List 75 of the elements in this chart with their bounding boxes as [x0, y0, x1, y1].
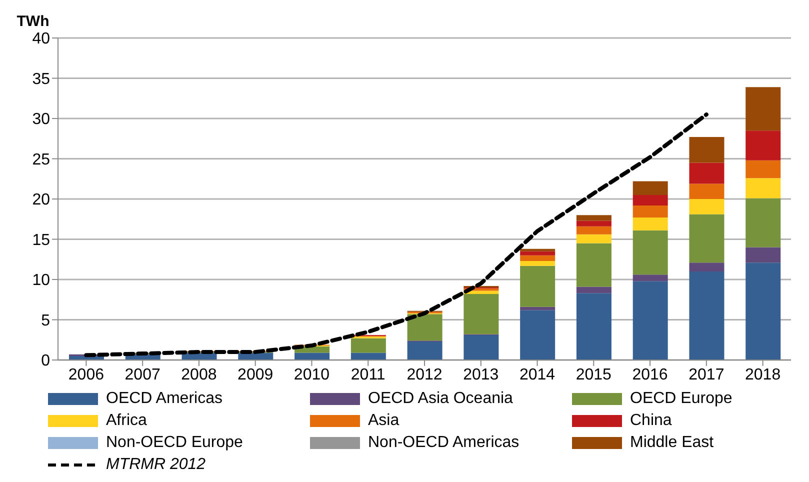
- x-tick-label: 2017: [688, 366, 724, 384]
- bar: [746, 160, 781, 178]
- y-tick-label: 0: [41, 352, 50, 370]
- x-tick-label: 2006: [68, 366, 104, 384]
- bar: [689, 262, 724, 272]
- bar: [632, 274, 668, 282]
- bar: [520, 248, 556, 252]
- y-tick-label: 20: [32, 192, 50, 209]
- legend-label: Africa: [106, 412, 147, 430]
- bar: [689, 271, 724, 360]
- bar: [520, 260, 556, 266]
- bar: [576, 226, 612, 234]
- bar: [294, 352, 330, 360]
- x-tick-label: 2014: [519, 366, 556, 384]
- legend-label: Non-OECD Americas: [368, 434, 520, 452]
- bar: [746, 198, 781, 248]
- bar: [689, 137, 724, 163]
- bar: [689, 199, 724, 214]
- legend-label: OECD Asia Oceania: [368, 390, 513, 408]
- bar: [746, 178, 781, 198]
- bar: [464, 294, 499, 334]
- bar: [520, 310, 556, 360]
- y-axis-title: TWh: [16, 13, 50, 30]
- bar: [746, 247, 781, 263]
- legend-label: Asia: [368, 412, 400, 430]
- bar: [576, 293, 612, 360]
- legend-label: Non-OECD Europe: [106, 434, 243, 452]
- bar: [746, 262, 781, 360]
- bar: [520, 251, 556, 256]
- x-tick-label: 2018: [745, 366, 781, 384]
- legend-label: MTRMR 2012: [106, 456, 206, 474]
- bar: [632, 230, 668, 275]
- bar: [632, 181, 668, 195]
- bar: [632, 205, 668, 218]
- bar: [520, 266, 556, 307]
- bar: [520, 306, 556, 310]
- bar: [407, 314, 442, 341]
- x-tick-label: 2010: [294, 366, 330, 384]
- bar: [746, 87, 781, 131]
- bar: [632, 194, 668, 206]
- bar: [576, 286, 612, 294]
- bar: [746, 130, 781, 160]
- y-tick-label: 15: [32, 232, 50, 249]
- y-tick-label: 5: [41, 312, 50, 330]
- x-tick-label: 2008: [181, 366, 217, 384]
- legend-label: China: [630, 412, 672, 430]
- x-tick-label: 2016: [632, 366, 668, 384]
- bar: [520, 255, 556, 261]
- bar: [464, 335, 499, 360]
- y-tick-label: 10: [32, 272, 50, 290]
- bar: [407, 341, 442, 360]
- bar: [576, 215, 612, 221]
- bar: [632, 281, 668, 360]
- legend-label: OECD Europe: [630, 390, 732, 408]
- bar: [576, 234, 612, 244]
- x-tick-label: 2007: [124, 366, 160, 384]
- bar: [689, 214, 724, 263]
- x-tick-label: 2012: [406, 366, 442, 384]
- y-tick-label: 30: [32, 111, 50, 128]
- x-tick-label: 2011: [350, 366, 386, 384]
- legend-label: OECD Americas: [106, 390, 222, 408]
- bar: [576, 243, 612, 287]
- x-tick-label: 2015: [576, 366, 612, 384]
- legend-label: Middle East: [630, 434, 714, 452]
- x-tick-label: 2013: [463, 366, 499, 384]
- bar: [576, 220, 612, 226]
- y-tick-label: 40: [32, 30, 50, 48]
- bar: [632, 218, 668, 230]
- bar: [689, 162, 724, 184]
- bar: [689, 184, 724, 199]
- bar: [350, 338, 386, 353]
- y-tick-label: 35: [32, 70, 50, 88]
- y-tick-label: 25: [32, 151, 50, 168]
- bar: [350, 352, 386, 360]
- x-tick-label: 2009: [238, 366, 274, 384]
